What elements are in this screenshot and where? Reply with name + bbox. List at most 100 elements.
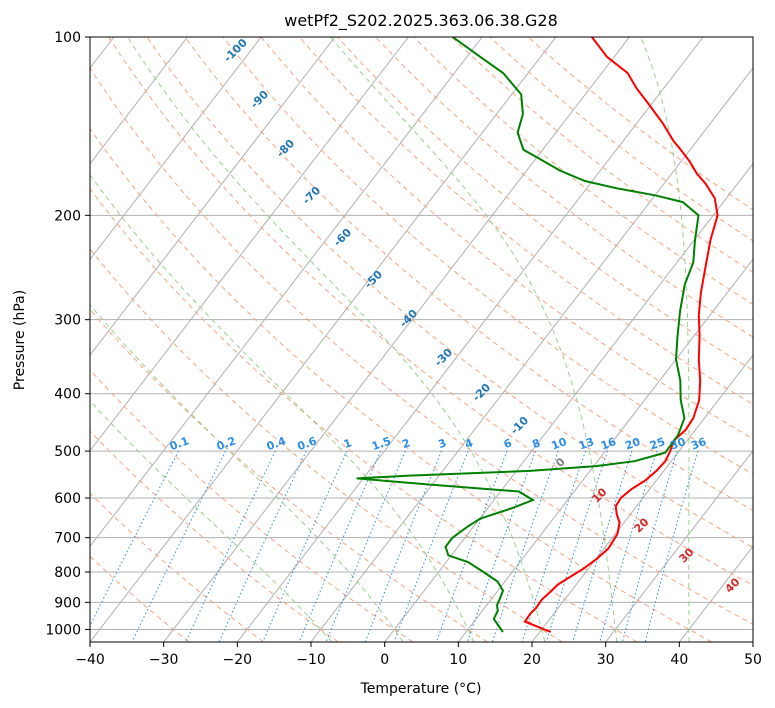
isotherm-line	[457, 258, 753, 642]
moist-adiabat-line	[90, 174, 475, 642]
mixing-ratio-line	[491, 450, 559, 642]
dry-adiabat-label: -10	[508, 414, 531, 437]
moist-adiabat-line	[127, 37, 546, 642]
mixing-ratio-line	[467, 450, 536, 642]
y-tick-label: 300	[54, 313, 81, 329]
dry-adiabat-line	[375, 37, 753, 338]
chart-title: wetPf2_S202.2025.363.06.38.G28	[284, 11, 558, 31]
dry-adiabat-label: -50	[362, 268, 385, 291]
dry-adiabat-line	[90, 430, 339, 642]
mixing-ratio-label: 13	[577, 435, 596, 452]
x-tick-label: −10	[296, 652, 326, 668]
x-tick-label: −20	[223, 652, 253, 668]
temperature-profile	[523, 37, 719, 633]
isotherm-line	[384, 162, 753, 642]
mixing-ratio-label: 20	[623, 435, 642, 453]
plot-frame	[89, 36, 754, 643]
y-tick-label: 700	[54, 531, 81, 547]
dry-adiabat-line	[184, 37, 753, 512]
x-tick-label: 30	[597, 652, 615, 668]
dry-adiabat-line	[451, 37, 753, 273]
line-labels: -100-90-80-70-60-50-40-30-20-10010203040…	[168, 36, 743, 596]
mixing-ratio-line	[218, 450, 307, 642]
dry-adiabat-line	[90, 188, 638, 642]
isotherm-line	[90, 37, 188, 165]
mixing-ratio-line	[644, 450, 699, 642]
background-lines	[90, 37, 753, 642]
mixing-ratio-line	[131, 450, 226, 642]
dry-adiabat-line	[90, 308, 488, 642]
dry-adiabat-line	[527, 37, 753, 211]
mixing-ratio-label: 1	[342, 436, 354, 451]
mixing-ratio-label: 1.5	[370, 434, 393, 453]
mixing-ratio-label: 25	[648, 435, 667, 452]
dry-adiabat-label: -70	[300, 184, 323, 207]
y-tick-label: 900	[54, 595, 81, 611]
mixing-ratio-line	[90, 450, 179, 627]
mixing-ratio-line	[621, 450, 678, 642]
mixing-ratio-line	[435, 450, 508, 642]
dry-adiabat-line	[413, 37, 753, 305]
isotherm-line	[605, 449, 753, 642]
isotherm-line	[90, 37, 262, 261]
x-tick-label: 50	[744, 652, 762, 668]
mixing-ratio-line	[599, 450, 658, 642]
dry-adiabat-line	[90, 369, 414, 642]
dry-adiabat-label: -30	[432, 346, 455, 369]
mixing-ratio-line	[185, 450, 276, 642]
dry-adiabat-line	[260, 37, 753, 440]
mixing-ratio-line	[262, 450, 348, 642]
x-tick-label: 0	[380, 652, 389, 668]
mixing-ratio-label: 0.1	[168, 434, 191, 453]
mixing-ratio-label: 0.2	[215, 434, 238, 453]
mixing-ratio-label: 30	[669, 435, 688, 453]
dry-adiabat-line	[108, 37, 753, 586]
dry-adiabat-line	[90, 248, 563, 642]
dry-adiabat-label: -100	[221, 36, 250, 65]
dry-adiabat-label: 30	[677, 545, 697, 565]
mixing-ratio-line	[521, 450, 587, 642]
mixing-ratio-label: 6	[502, 436, 514, 451]
mixing-ratio-label: 4	[463, 436, 475, 451]
isotherm-line	[163, 37, 630, 642]
dry-adiabat-line	[146, 37, 753, 549]
dry-adiabat-label: 10	[590, 485, 610, 505]
dewpoint-profile	[356, 37, 700, 633]
moist-adiabat-line	[329, 37, 618, 642]
mixing-ratio-label: 2	[400, 436, 412, 451]
dry-adiabat-line	[298, 37, 753, 405]
x-tick-label: 10	[449, 652, 467, 668]
mixing-ratio-label: 0.6	[296, 434, 319, 453]
x-tick-label: −30	[149, 652, 179, 668]
y-axis-label: Pressure (hPa)	[12, 290, 28, 390]
mixing-ratio-label: 8	[531, 436, 543, 451]
y-axis: 100 200 300 400 500 600 700 800 900 1000	[45, 30, 90, 638]
isotherm-line	[236, 37, 704, 642]
mixing-ratio-line	[545, 450, 609, 642]
dry-adiabat-label: 20	[632, 515, 652, 535]
profile-lines	[356, 37, 719, 633]
moist-adiabat-line	[90, 303, 404, 642]
y-tick-label: 600	[54, 491, 81, 507]
y-tick-label: 500	[54, 444, 81, 460]
y-tick-label: 100	[54, 30, 81, 46]
x-tick-label: −40	[75, 652, 105, 668]
y-tick-label: 200	[54, 208, 81, 224]
dry-adiabat-label: -80	[274, 137, 297, 160]
y-tick-label: 1000	[45, 622, 81, 638]
mixing-ratio-label: 3	[437, 436, 449, 451]
x-tick-label: 40	[670, 652, 688, 668]
moist-adiabat-line	[90, 400, 333, 642]
x-axis: −40 −30 −20 −10 0 10 20 30 40 50	[75, 642, 762, 668]
dry-adiabat-line	[90, 127, 712, 642]
mixing-ratio-label: 16	[599, 435, 618, 453]
mixing-ratio-line	[393, 450, 469, 642]
dry-adiabat-line	[489, 37, 753, 242]
dry-adiabat-label: -20	[470, 381, 493, 404]
x-tick-label: 20	[523, 652, 541, 668]
isotherm-line	[678, 545, 753, 642]
dry-adiabat-line	[90, 555, 190, 642]
isotherm-line	[752, 641, 753, 642]
x-axis-label: Temperature (°C)	[360, 681, 482, 697]
